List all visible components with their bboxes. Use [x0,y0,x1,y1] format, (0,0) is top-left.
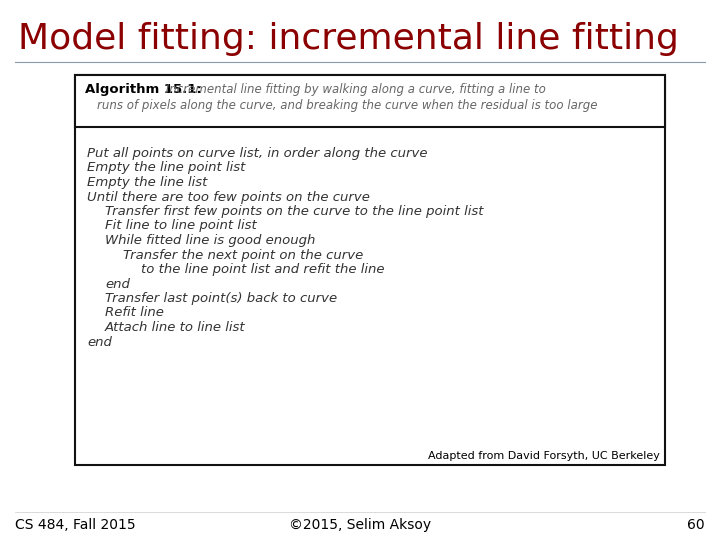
Text: Refit line: Refit line [105,307,164,320]
Bar [75,75,665,465]
Text: ©2015, Selim Aksoy: ©2015, Selim Aksoy [289,518,431,532]
Text: to the line point list and refit the line: to the line point list and refit the lin… [141,263,384,276]
Text: Until there are too few points on the curve: Until there are too few points on the cu… [87,191,370,204]
Text: Transfer the next point on the curve: Transfer the next point on the curve [123,248,364,261]
Bar [75,75,665,127]
Text: Attach line to line list: Attach line to line list [105,321,246,334]
Text: end: end [105,278,130,291]
Text: Fit line to line point list: Fit line to line point list [105,219,257,233]
Text: runs of pixels along the curve, and breaking the curve when the residual is too : runs of pixels along the curve, and brea… [97,99,598,112]
Text: CS 484, Fall 2015: CS 484, Fall 2015 [15,518,135,532]
Text: While fitted line is good enough: While fitted line is good enough [105,234,315,247]
Text: Put all points on curve list, in order along the curve: Put all points on curve list, in order a… [87,147,428,160]
Text: 60: 60 [688,518,705,532]
Text: Algorithm 15.1:: Algorithm 15.1: [85,83,202,96]
Text: Empty the line list: Empty the line list [87,176,207,189]
Text: Incremental line fitting by walking along a curve, fitting a line to: Incremental line fitting by walking alon… [162,83,546,96]
Text: Empty the line point list: Empty the line point list [87,161,246,174]
Text: Transfer first few points on the curve to the line point list: Transfer first few points on the curve t… [105,205,484,218]
Text: Model fitting: incremental line fitting: Model fitting: incremental line fitting [18,22,679,56]
Text: end: end [87,335,112,348]
Text: Transfer last point(s) back to curve: Transfer last point(s) back to curve [105,292,337,305]
Text: Adapted from David Forsyth, UC Berkeley: Adapted from David Forsyth, UC Berkeley [428,451,660,461]
